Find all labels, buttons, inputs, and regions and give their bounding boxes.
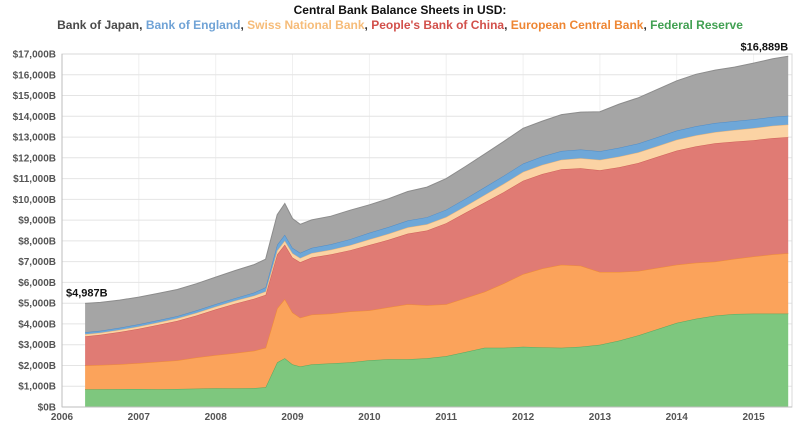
y-tick-label: $17,000B — [13, 50, 56, 61]
y-tick-label: $9,000B — [18, 216, 56, 227]
area-federal-reserve — [85, 313, 789, 407]
legend-item: Bank of Japan — [57, 18, 140, 32]
y-tick-label: $5,000B — [18, 299, 56, 310]
legend-item: Swiss National Bank — [247, 18, 365, 32]
y-tick-label: $7,000B — [18, 257, 56, 268]
x-tick-label: 2009 — [281, 412, 304, 423]
x-tick-label: 2006 — [51, 412, 74, 423]
legend-separator: , — [643, 18, 651, 32]
chart-title: Central Bank Balance Sheets in USD: — [293, 3, 507, 17]
legend-item: Federal Reserve — [650, 18, 743, 32]
legend-separator: , — [240, 18, 248, 32]
x-tick-labels: 2006 2007 2008 2009 2010 2011 2012 2013 2014 2015 — [51, 412, 765, 423]
y-tick-label: $15,000B — [13, 91, 56, 102]
y-tick-label: $0B — [38, 403, 56, 414]
x-tick-label: 2015 — [742, 412, 765, 423]
y-tick-label: $1,000B — [18, 382, 56, 393]
y-tick-label: $3,000B — [18, 340, 56, 351]
legend-separator: , — [364, 18, 372, 32]
edge-bank-of-japan — [85, 55, 789, 304]
legend-separator: , — [504, 18, 511, 32]
legend-item: People's Bank of China — [371, 18, 505, 32]
x-tick-label: 2011 — [435, 412, 457, 423]
y-tick-label: $16,000B — [13, 70, 56, 81]
y-tick-label: $6,000B — [18, 278, 56, 289]
chart-legend: Bank of Japan, Bank of England, Swiss Na… — [0, 18, 800, 34]
start-value-annotation: $4,987B — [66, 287, 108, 299]
legend-separator: , — [139, 18, 146, 32]
legend-item: European Central Bank — [510, 18, 644, 32]
y-tick-label: $8,000B — [18, 236, 56, 247]
y-tick-label: $10,000B — [13, 195, 56, 206]
y-tick-label: $14,000B — [13, 112, 56, 123]
x-tick-label: 2013 — [589, 412, 612, 423]
area-european-central-bank — [85, 253, 789, 390]
legend-item: Bank of England — [145, 18, 241, 32]
area-bank-of-japan — [85, 56, 789, 333]
y-tick-label: $4,000B — [18, 319, 56, 330]
x-tick-label: 2008 — [205, 412, 228, 423]
y-tick-label: $13,000B — [13, 133, 56, 144]
y-tick-label: $12,000B — [13, 153, 56, 164]
x-tick-label: 2014 — [666, 412, 689, 423]
x-tick-label: 2012 — [512, 412, 535, 423]
area-people-s-bank-of-china — [85, 137, 789, 366]
y-tick-label: $2,000B — [18, 361, 56, 372]
y-tick-label: $11,000B — [13, 174, 56, 185]
chart-svg: $0B $1,000B $2,000B $3,000B $4,000B $5,000B $6… — [13, 41, 793, 423]
x-tick-label: 2010 — [358, 412, 381, 423]
end-value-annotation: $16,889B — [740, 41, 788, 53]
x-tick-label: 2007 — [128, 412, 151, 423]
